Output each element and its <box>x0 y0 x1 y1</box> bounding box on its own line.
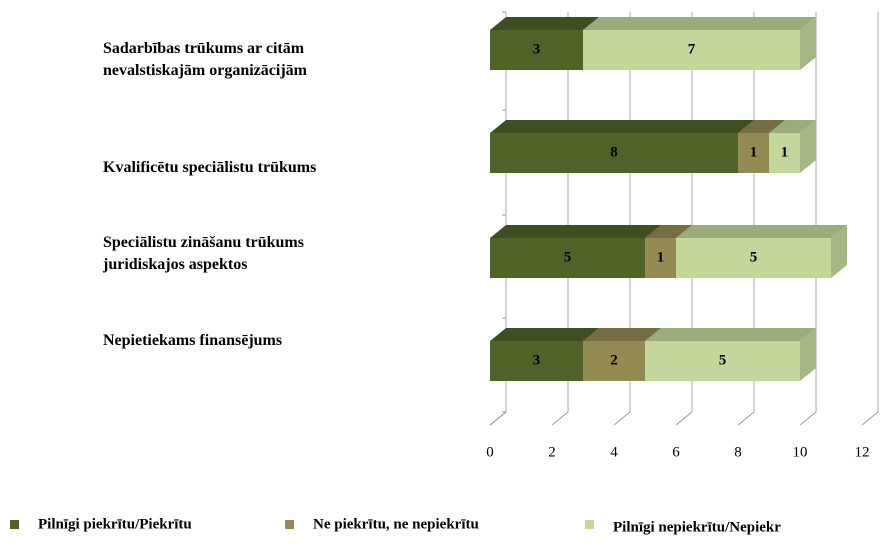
bar-side <box>800 120 816 173</box>
data-label: 3 <box>533 41 541 57</box>
bar-segment <box>645 328 816 381</box>
data-label: 1 <box>781 144 789 160</box>
x-tick-label: 2 <box>548 444 556 460</box>
bar-segment <box>490 17 599 70</box>
legend-label: Ne piekrītu, ne nepiekrītu <box>313 516 479 532</box>
bar-top <box>645 225 692 238</box>
bar-front <box>769 133 800 173</box>
legend-swatch <box>285 520 294 529</box>
bar-top <box>583 17 816 30</box>
legend-label: Pilnīgi nepiekrītu/Nepiekr <box>613 519 781 535</box>
bar-top <box>769 120 816 133</box>
data-label: 5 <box>719 352 727 368</box>
bar-top <box>583 328 661 341</box>
x-tick-label: 10 <box>793 444 808 460</box>
category-label: Kvalificētu speciālistu trūkums <box>103 159 317 176</box>
data-label: 8 <box>610 144 618 160</box>
floor-line <box>675 411 693 426</box>
bar-front <box>490 30 583 70</box>
floor-line <box>551 411 569 426</box>
bar-top <box>645 328 816 341</box>
floor-line <box>613 411 631 426</box>
bar-segment <box>676 225 847 278</box>
bar-top <box>738 120 785 133</box>
data-label: 1 <box>750 144 758 160</box>
x-tick-label: 12 <box>855 444 870 460</box>
bar-front <box>738 133 769 173</box>
bar-side <box>800 17 816 70</box>
legend-swatch <box>10 520 19 529</box>
x-tick-label: 6 <box>672 444 680 460</box>
bar-side <box>831 225 847 278</box>
x-tick-label: 4 <box>610 444 618 460</box>
bar-side <box>800 328 816 381</box>
bar-top <box>490 17 599 30</box>
data-label: 2 <box>610 352 618 368</box>
bar-top <box>676 225 847 238</box>
bar-front <box>490 238 645 278</box>
category-label: Nepietiekams finansējums <box>103 332 283 349</box>
bar-segment <box>490 120 754 173</box>
x-tick-label: 8 <box>734 444 742 460</box>
x-tick-label: 0 <box>486 444 494 460</box>
bar-segment <box>490 225 661 278</box>
floor-line <box>737 411 755 426</box>
legend-label: Pilnīgi piekrītu/Piekrītu <box>38 516 192 532</box>
floor-line <box>489 411 507 426</box>
data-label: 7 <box>688 41 696 57</box>
data-label: 3 <box>533 352 541 368</box>
bar-front <box>676 238 831 278</box>
data-label: 5 <box>564 249 572 265</box>
bar-front <box>490 133 738 173</box>
category-label: Speciālistu zināšanu trūkums juridiskajo… <box>103 234 304 273</box>
category-label: Sadarbības trūkums ar citām nevalstiskaj… <box>103 40 307 79</box>
bar-front <box>583 341 645 381</box>
bar-front <box>490 341 583 381</box>
bar-segment <box>490 328 599 381</box>
bar-top <box>490 328 599 341</box>
data-label: 5 <box>750 249 758 265</box>
bar-segment <box>769 120 816 173</box>
bar-front <box>645 341 800 381</box>
bar-front <box>645 238 676 278</box>
bar-top <box>490 120 754 133</box>
floor-line <box>861 411 879 426</box>
legend-swatch <box>585 520 594 529</box>
bar-front <box>583 30 800 70</box>
bar-top <box>490 225 661 238</box>
floor-line <box>799 411 817 426</box>
data-label: 1 <box>657 249 665 265</box>
bar-segment <box>583 17 816 70</box>
